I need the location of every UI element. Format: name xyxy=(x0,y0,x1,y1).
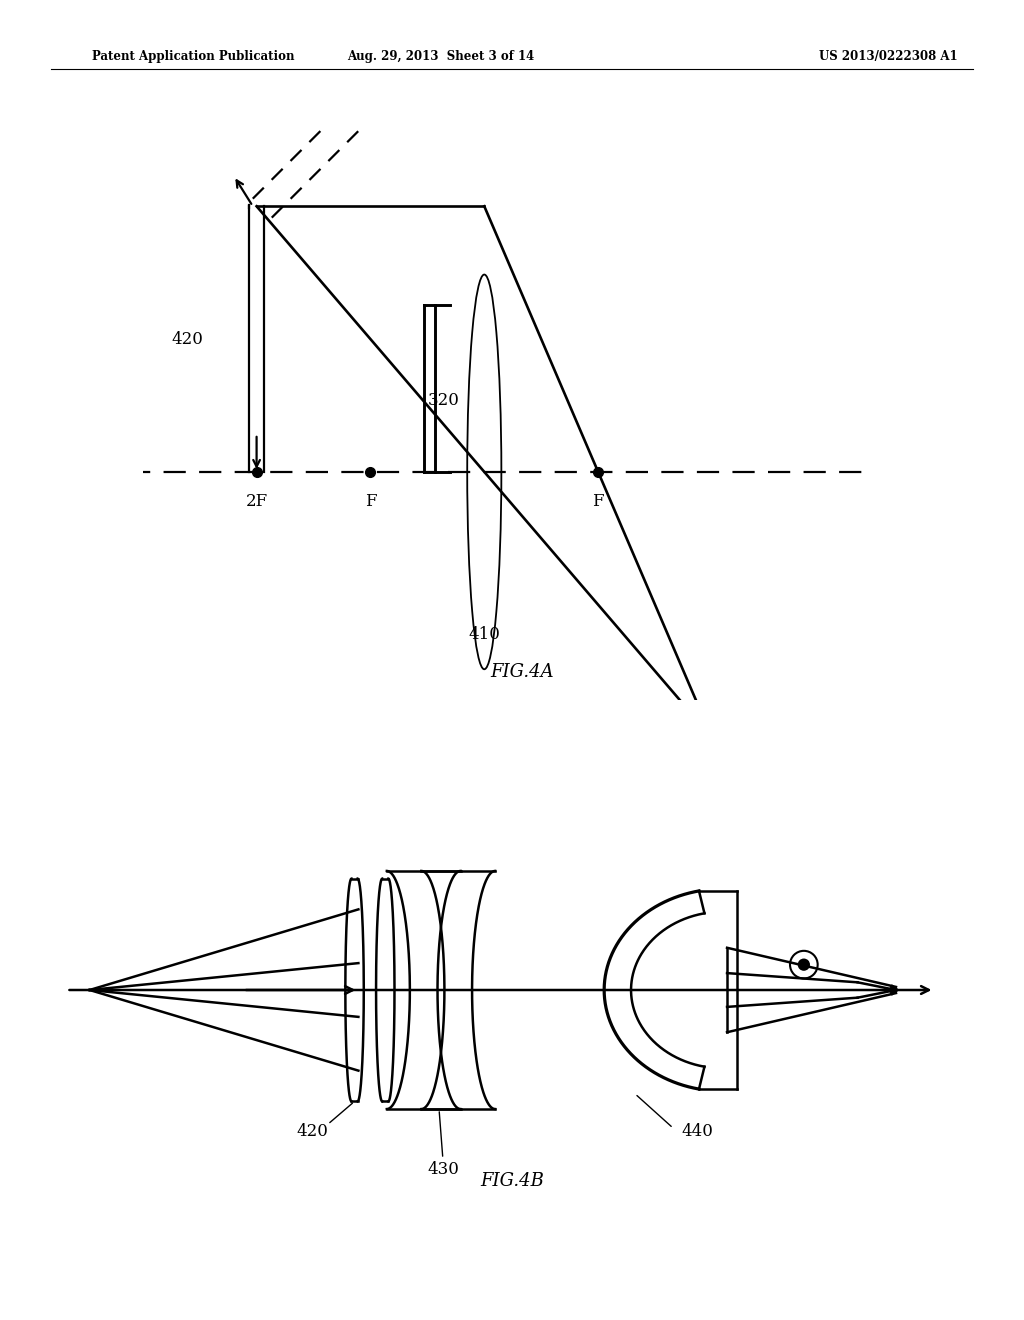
Text: Patent Application Publication: Patent Application Publication xyxy=(92,50,295,63)
Text: Aug. 29, 2013  Sheet 3 of 14: Aug. 29, 2013 Sheet 3 of 14 xyxy=(347,50,534,63)
Text: 440: 440 xyxy=(681,1123,713,1140)
Text: F: F xyxy=(592,494,604,510)
Text: 430: 430 xyxy=(427,1162,459,1179)
Text: 420: 420 xyxy=(296,1123,329,1140)
Text: 420: 420 xyxy=(172,330,204,347)
Text: FIG.4B: FIG.4B xyxy=(480,1172,544,1189)
Text: 320: 320 xyxy=(427,392,459,409)
Text: US 2013/0222308 A1: US 2013/0222308 A1 xyxy=(819,50,957,63)
Text: 2F: 2F xyxy=(246,494,267,510)
Text: 410: 410 xyxy=(468,626,501,643)
Text: F: F xyxy=(365,494,376,510)
Text: FIG.4A: FIG.4A xyxy=(490,663,554,681)
Circle shape xyxy=(798,958,810,970)
